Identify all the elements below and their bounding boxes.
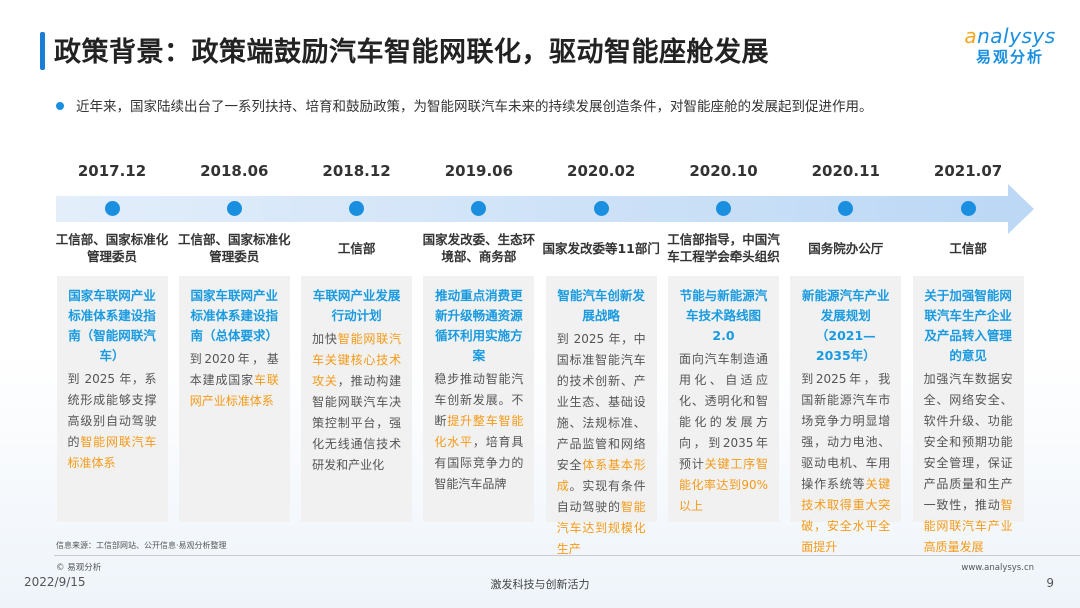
policy-card: 车联网产业发展行动计划加快智能网联汽车关键核心技术攻关，推动构建智能网联汽车决策…	[301, 276, 413, 522]
timeline-node-icon	[226, 201, 242, 216]
timeline-date: 2020.10	[689, 162, 758, 180]
policy-title: 推动重点消费更新升级畅通资源循环利用实施方案	[435, 288, 523, 363]
body-text: 到 2025 年，系统形成能够支撑高级别自动驾驶的	[67, 372, 157, 449]
highlight-text: 关键工序智能化率达到90%以上	[679, 457, 768, 513]
footer-slogan: 激发科技与创新活力	[490, 578, 590, 591]
timeline-date: 2018.12	[322, 162, 391, 180]
intro: 近年来，国家陆续出台了一系列扶持、培育和鼓励政策，为智能网联汽车未来的持续发展创…	[56, 95, 873, 115]
timeline-arrow	[56, 196, 1008, 222]
divider	[54, 555, 1080, 556]
policy-card: 智能汽车创新发展战略到 2025 年，中国标准智能汽车的技术创新、产业生态、基础…	[545, 276, 657, 556]
policy-description: 到2020年，基本建成国家车联网产业标准体系	[190, 349, 279, 412]
logo-cn: 易观分析	[975, 48, 1044, 66]
body-text: 加强汽车数据安全、网络安全、软件升级、功能安全和预期功能安全管理，保证产品质量和…	[923, 372, 1013, 512]
policy-card: 国家车联网产业标准体系建设指南（总体要求） 到2020年，基本建成国家车联网产业标…	[178, 276, 290, 522]
timeline-date: 2020.11	[811, 162, 880, 180]
policy-description: 到 2025 年，中国标准智能汽车的技术创新、产业生态、基础设施、法规标准、产品…	[557, 329, 646, 560]
timeline-date: 2020.02	[567, 162, 636, 180]
policy-description: 到2025年，我国新能源汽车市场竞争力明显增强，动力电池、驱动电机、车用操作系统…	[801, 369, 890, 558]
policy-card: 节能与新能源汽车技术路线图2.0 面向汽车制造通用化、自适应化、透明化和智能化的发…	[668, 276, 779, 522]
issuing-department: 工信部、国家标准化管理委员	[178, 232, 291, 264]
issuing-department: 工信部	[337, 240, 376, 256]
highlight-text: 智能汽车达到规模化生产	[556, 500, 646, 556]
issuing-department: 国务院办公厅	[808, 240, 884, 256]
policy-title: 新能源汽车产业发展规划（2021—2035年）	[802, 288, 890, 363]
body-text: 到2020年，基本建成国家	[189, 352, 279, 387]
logo-text: nalysys	[977, 24, 1056, 48]
logo-a: a	[964, 24, 978, 48]
body-text: 面向汽车制造通用化、自适应化、透明化和智能化的发展方向，到2035年预计	[679, 352, 768, 471]
copyright: © 易观分析	[56, 563, 102, 573]
policy-description: 面向汽车制造通用化、自适应化、透明化和智能化的发展方向，到2035年预计关键工序…	[679, 349, 768, 517]
footer-url: www.analysys.cn	[961, 563, 1034, 573]
policy-description: 到 2025 年，系统形成能够支撑高级别自动驾驶的智能网联汽车标准体系	[68, 369, 157, 474]
policy-title: 节能与新能源汽车技术路线图2.0	[679, 288, 768, 343]
policy-description: 稳步推动智能汽车创新发展。不断提升整车智能化水平，培育具有国际竞争力的智能汽车品…	[434, 369, 523, 495]
timeline-node-icon	[104, 201, 120, 216]
policy-description: 加强汽车数据安全、网络安全、软件升级、功能安全和预期功能安全管理，保证产品质量和…	[924, 369, 1013, 558]
arrow-head-icon	[1008, 184, 1034, 234]
timeline-node-icon	[349, 201, 365, 216]
highlight-text: 提升整车智能化水平	[434, 414, 524, 449]
page-title: 政策背景：政策端鼓励汽车智能网联化，驱动智能座舱发展	[54, 37, 769, 68]
bullet-icon	[56, 102, 64, 110]
timeline-date: 2017.12	[77, 162, 147, 180]
policy-card: 推动重点消费更新升级畅通资源循环利用实施方案 稳步推动智能汽车创新发展。不断提升整…	[423, 276, 535, 522]
body-text: ，培育具有国际竞争力的智能汽车品牌	[434, 435, 524, 491]
highlight-text: 智能网联汽车标准体系	[67, 435, 157, 470]
policy-title: 智能汽车创新发展战略	[557, 288, 645, 323]
body-text: 加快	[312, 332, 338, 346]
highlight-text: 关键技术取得重大突破，安全水平全面提升	[801, 477, 891, 554]
body-text: 到 2025 年，中国标准智能汽车的技术创新、产业生态、基础设施、法规标准、产品…	[556, 332, 646, 472]
analysys-logo: analysys 易观分析	[955, 24, 1065, 67]
timeline-node-icon	[838, 201, 854, 216]
issuing-department: 工信部	[949, 240, 987, 256]
issuing-department: 工信部指导，中国汽车工程学会牵头组织	[667, 232, 780, 264]
intro-text: 近年来，国家陆续出台了一系列扶持、培育和鼓励政策，为智能网联汽车未来的持续发展创…	[76, 99, 873, 115]
body-text: ，推动构建智能网联汽车决策控制平台，强化无线通信技术研发和产业化	[312, 374, 402, 472]
body-text: 稳步推动智能汽车创新发展。不断	[434, 372, 524, 428]
policy-card: 国家车联网产业标准体系建设指南（智能网联汽车）到 2025 年，系统形成能够支撑…	[56, 276, 168, 522]
issuing-department: 国家发改委、生态环境部、商务部	[422, 232, 536, 264]
timeline-date: 2021.07	[933, 162, 1003, 180]
footer-date: 2022/9/15	[24, 575, 86, 589]
policy-title: 车联网产业发展行动计划	[312, 288, 401, 323]
body-text: 。实现有条件自动驾驶的	[556, 479, 646, 514]
timeline-date: 2019.06	[444, 162, 514, 180]
highlight-text: 车联网产业标准体系	[189, 373, 279, 408]
source-note: 信息来源：工信部网站、公开信息·易观分析整理	[56, 541, 227, 550]
highlight-text: 智能网联汽车关键核心技术攻关	[312, 332, 402, 388]
highlight-text: 体系基本形成	[556, 458, 646, 493]
policy-title: 关于加强智能网联汽车生产企业及产品转入管理的意见	[924, 288, 1012, 363]
policy-card: 新能源汽车产业发展规划（2021—2035年） 到2025年，我国新能源汽车市场竞…	[790, 276, 902, 554]
page-number: 9	[1046, 576, 1054, 590]
timeline-node-icon	[471, 201, 487, 216]
issuing-department: 工信部、国家标准化管理委员	[55, 232, 169, 264]
timeline-node-icon	[960, 201, 976, 216]
title-accent-bar	[40, 32, 45, 70]
policy-description: 加快智能网联汽车关键核心技术攻关，推动构建智能网联汽车决策控制平台，强化无线通信…	[312, 329, 401, 476]
policy-card: 关于加强智能网联汽车生产企业及产品转入管理的意见加强汽车数据安全、网络安全、软件…	[912, 276, 1024, 554]
issuing-department: 国家发改委等11部门	[542, 240, 660, 256]
timeline-node-icon	[716, 201, 731, 216]
policy-title: 国家车联网产业标准体系建设指南（总体要求）	[190, 288, 279, 343]
timeline-date: 2018.06	[200, 162, 269, 180]
policy-title: 国家车联网产业标准体系建设指南（智能网联汽车）	[68, 288, 156, 363]
highlight-text: 智能网联汽车产业高质量发展	[923, 498, 1013, 554]
body-text: 到2025年，我国新能源汽车市场竞争力明显增强，动力电池、驱动电机、车用操作系统…	[801, 372, 891, 491]
timeline-node-icon	[593, 201, 609, 216]
